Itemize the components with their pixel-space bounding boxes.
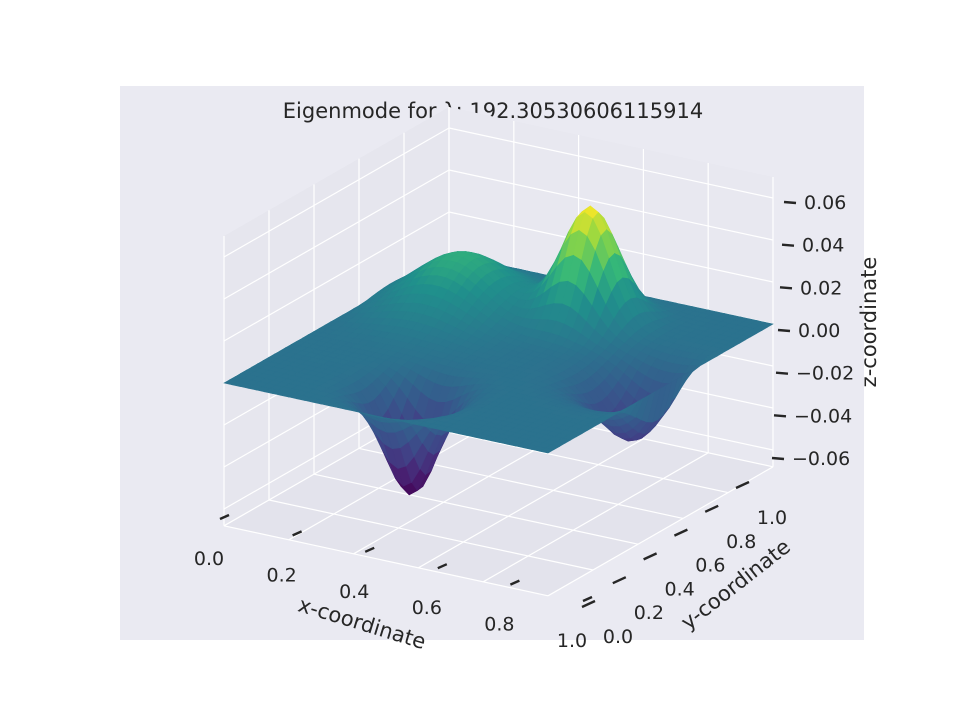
z-tick-label: 0.04 — [802, 235, 844, 257]
z-tick-label: −0.04 — [794, 405, 852, 427]
z-tick-label: −0.06 — [792, 448, 850, 470]
axis-ticks — [219, 200, 797, 609]
left-grid-z — [223, 211, 450, 342]
z-tick-label: 0.00 — [798, 320, 840, 342]
axis-tick-labels: 0.00.20.40.60.81.0 0.00.20.40.60.81.0−0.0… — [194, 192, 854, 652]
floor-grid-x — [418, 438, 644, 569]
x-tick-label: 0.6 — [412, 597, 442, 619]
x-tick-label: 0.8 — [484, 614, 514, 636]
x-tick-label: 0.2 — [266, 564, 296, 586]
y-tick-label: 0.6 — [695, 555, 725, 577]
z-tick — [775, 371, 789, 375]
z-tick — [771, 456, 785, 461]
x-tick — [364, 546, 375, 553]
back-grid-z — [448, 127, 774, 199]
y-tick — [643, 552, 658, 561]
z-tick — [777, 328, 791, 333]
left-grid-z — [223, 169, 450, 300]
z-tick-label: 0.06 — [804, 192, 846, 214]
floor-grid-x — [547, 466, 774, 597]
y-tick-label: 0.2 — [634, 602, 664, 624]
floor-grid-y — [223, 525, 549, 597]
z-tick — [783, 200, 797, 205]
y-tick — [735, 480, 750, 490]
floor-grid-y — [403, 422, 729, 494]
x-tick — [292, 530, 303, 537]
y-tick-label: 0.8 — [726, 531, 756, 553]
z-tick — [773, 414, 787, 418]
x-tick-label: 1.0 — [557, 630, 587, 652]
surface-patch — [539, 447, 555, 454]
x-tick — [582, 595, 593, 603]
z-tick — [779, 286, 793, 290]
y-tick — [704, 504, 719, 513]
x-tick-label: 0.4 — [339, 581, 369, 603]
x-tick-label: 0.0 — [194, 548, 224, 570]
floor-grid-y — [268, 499, 594, 571]
y-tick — [581, 599, 596, 609]
left-grid-z — [223, 127, 450, 258]
floor-grid-y — [313, 473, 639, 545]
y-tick-label: 1.0 — [757, 507, 787, 529]
z-tick-label: −0.02 — [796, 363, 854, 385]
y-tick-label: 0.4 — [664, 578, 694, 600]
z-tick — [781, 243, 795, 247]
y-tick — [673, 528, 688, 537]
y-tick — [612, 576, 627, 585]
surface-plot — [223, 205, 774, 496]
z-tick-label: 0.02 — [800, 277, 842, 299]
back-grid-z — [448, 169, 774, 241]
floor-grid-x — [482, 452, 709, 583]
x-tick — [219, 513, 230, 521]
z-axis-label: z-coordinate — [857, 257, 881, 388]
y-tick-label: 0.0 — [603, 626, 633, 648]
x-tick — [509, 579, 520, 586]
floor-pane — [224, 396, 773, 596]
x-tick — [437, 563, 448, 570]
